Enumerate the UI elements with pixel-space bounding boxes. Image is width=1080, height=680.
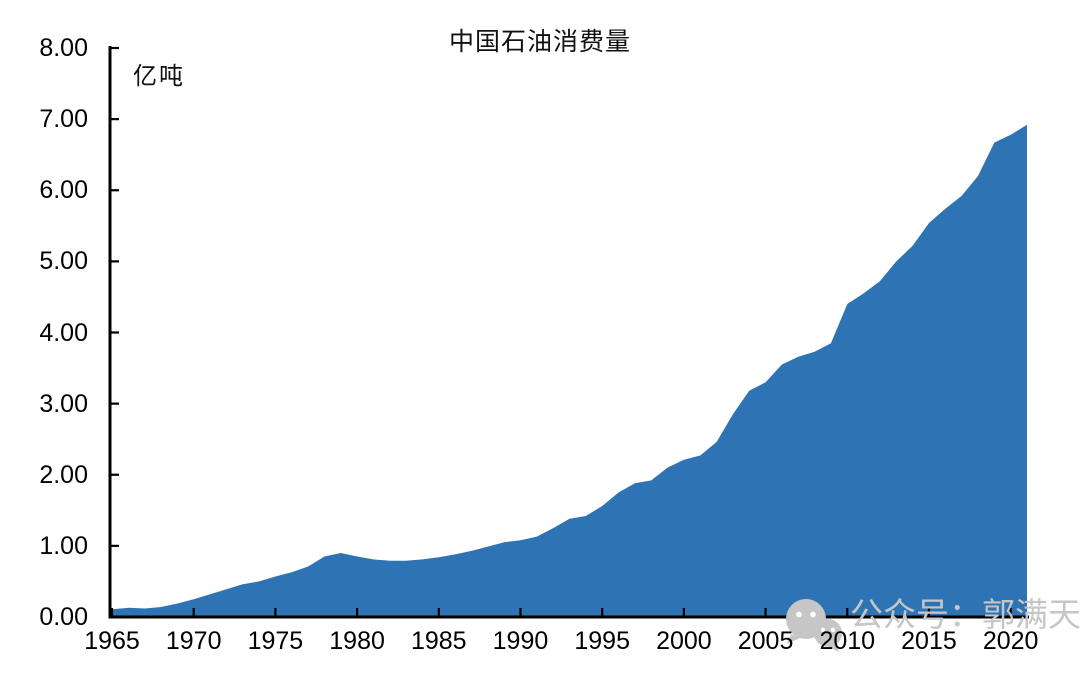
wechat-icon [786,599,842,652]
watermark: 公众号：郭满天 [782,594,1080,652]
watermark-text: 公众号：郭满天 [850,598,1080,634]
chart-title: 中国石油消费量 [448,29,631,56]
y-axis-unit-label: 亿吨 [133,64,185,90]
oil-consumption-area-series [112,124,1027,618]
